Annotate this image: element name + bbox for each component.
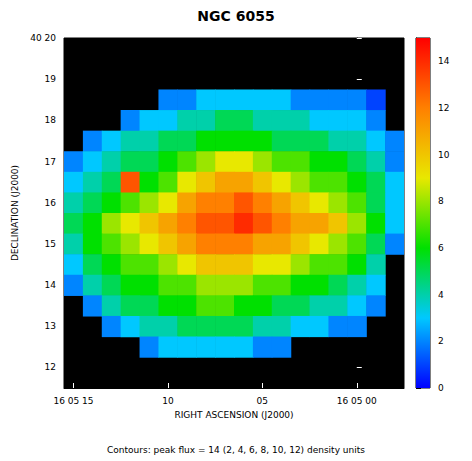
svg-text:12: 12 [438, 103, 449, 113]
svg-text:19: 19 [45, 74, 57, 84]
svg-text:10: 10 [162, 396, 174, 406]
svg-text:16 05 00: 16 05 00 [337, 396, 377, 406]
svg-text:13: 13 [45, 321, 56, 331]
svg-text:16 05 15: 16 05 15 [53, 396, 93, 406]
svg-text:12: 12 [45, 362, 56, 372]
svg-text:RIGHT ASCENSION (J2000): RIGHT ASCENSION (J2000) [174, 410, 293, 420]
svg-text:14: 14 [438, 56, 450, 66]
svg-text:15: 15 [45, 239, 56, 249]
svg-text:40 20: 40 20 [30, 33, 56, 43]
svg-text:6: 6 [438, 243, 444, 253]
svg-text:18: 18 [45, 115, 57, 125]
svg-text:14: 14 [45, 280, 57, 290]
svg-text:2: 2 [438, 336, 444, 346]
svg-text:NGC 6055: NGC 6055 [197, 8, 274, 24]
svg-text:Contours: peak flux = 14 (2, 4: Contours: peak flux = 14 (2, 4, 6, 8, 10… [107, 445, 365, 455]
svg-text:10: 10 [438, 150, 450, 160]
svg-text:DECLINATION (J2000): DECLINATION (J2000) [10, 165, 20, 261]
svg-text:8: 8 [438, 196, 444, 206]
svg-text:17: 17 [45, 157, 56, 167]
svg-text:4: 4 [438, 290, 444, 300]
svg-text:05: 05 [257, 396, 268, 406]
svg-text:0: 0 [438, 383, 444, 393]
svg-text:16: 16 [45, 198, 57, 208]
